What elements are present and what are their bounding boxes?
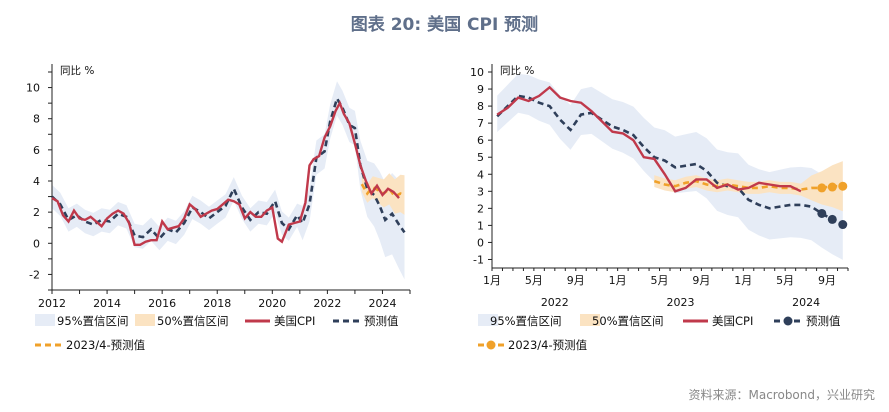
ci50-band (654, 161, 843, 212)
cpi-line (51, 100, 400, 247)
y-tick-label: 4 (33, 175, 40, 188)
y-tick-label: 5 (477, 151, 484, 164)
legend-marker-forecast (783, 316, 793, 326)
cpi-line (496, 85, 802, 193)
forecast-line (496, 94, 844, 226)
x-tick-label: 9月 (692, 274, 710, 287)
y-tick-label: 6 (33, 144, 40, 157)
y-tick-label: 7 (477, 117, 484, 130)
y-tick-label: 4 (477, 168, 484, 181)
legend-label-forecast-2023: 2023/4-预测值 (66, 338, 146, 352)
legend-swatch-ci95 (35, 314, 55, 326)
x-tick-label: 2020 (258, 297, 286, 310)
x-year-label: 2022 (541, 296, 569, 309)
legend-label-ci95: 95%置信区间 (57, 314, 129, 328)
legend-label-ci95: 95%置信区间 (490, 314, 562, 328)
legend-label-forecast-2023: 2023/4-预测值 (508, 338, 588, 352)
legend-label-cpi: 美国CPI (712, 314, 753, 328)
legend-swatch-ci50 (580, 314, 600, 326)
x-tick-label: 9月 (567, 274, 585, 287)
x-tick-label: 2022 (313, 297, 341, 310)
forecast-line (51, 95, 406, 241)
chart-left: 同比 % -2 0 2 4 6 8 10 2012 2014 2016 2018 2020 2022 202… (26, 64, 411, 352)
ci95-band (497, 73, 843, 260)
y-tick-label: -1 (473, 253, 484, 266)
y-tick-label: 3 (477, 185, 484, 198)
y-tick-label: 2 (33, 206, 40, 219)
x-tick-label: 5月 (776, 274, 794, 287)
source-note: 资料来源：Macrobond，兴业研究 (688, 388, 876, 402)
ci95-band (52, 81, 405, 280)
forecast-2023-line (653, 179, 843, 191)
forecast-2023-marker (827, 182, 837, 192)
x-tick-label: 5月 (525, 274, 543, 287)
legend-swatch-ci95 (478, 314, 498, 326)
chart-right: 同比 % -1 0 1 2 3 4 5 6 7 8 9 10 1月 5月 9月 1月 5月 9月 1月 5月 9月 2022… (470, 64, 849, 352)
legend-label-cpi: 美国CPI (274, 314, 315, 328)
unit-label: 同比 % (500, 64, 534, 77)
x-tick-label: 9月 (818, 274, 836, 287)
x-year-label: 2024 (792, 296, 820, 309)
x-tick-label: 2012 (38, 297, 66, 310)
legend-label-ci50: 50%置信区间 (157, 314, 229, 328)
y-tick-label: -2 (29, 268, 40, 281)
x-tick-label: 1月 (609, 274, 627, 287)
y-tick-label: 0 (33, 237, 40, 250)
legend-label-ci50: 50%置信区间 (592, 314, 664, 328)
forecast-marker (838, 220, 848, 230)
y-tick-label: 9 (477, 83, 484, 96)
x-tick-label: 2016 (148, 297, 176, 310)
y-tick-label: 2 (477, 202, 484, 215)
y-tick-label: 8 (477, 100, 484, 113)
x-tick-label: 2018 (203, 297, 231, 310)
x-tick-label: 1月 (734, 274, 752, 287)
forecast-marker (817, 208, 827, 218)
y-tick-label: 10 (26, 82, 40, 95)
forecast-2023-marker (838, 181, 848, 191)
legend-label-forecast: 预测值 (364, 314, 399, 328)
figure-title: 图表 20: 美国 CPI 预测 (350, 15, 539, 35)
y-tick-label: 6 (477, 134, 484, 147)
y-tick-label: 8 (33, 113, 40, 126)
x-tick-label: 2014 (93, 297, 121, 310)
x-year-label: 2023 (666, 296, 694, 309)
legend-label-forecast: 预测值 (806, 314, 841, 328)
forecast-marker (827, 214, 837, 224)
x-tick-label: 2024 (368, 297, 396, 310)
y-tick-label: 10 (470, 66, 484, 79)
legend-marker-forecast-2023 (486, 340, 496, 350)
unit-label: 同比 % (60, 64, 94, 77)
y-tick-label: 1 (477, 219, 484, 232)
x-tick-label: 1月 (483, 274, 501, 287)
y-tick-label: 0 (477, 236, 484, 249)
x-tick-label: 5月 (651, 274, 669, 287)
legend-swatch-ci50 (135, 314, 155, 326)
forecast-2023-marker (817, 183, 827, 193)
